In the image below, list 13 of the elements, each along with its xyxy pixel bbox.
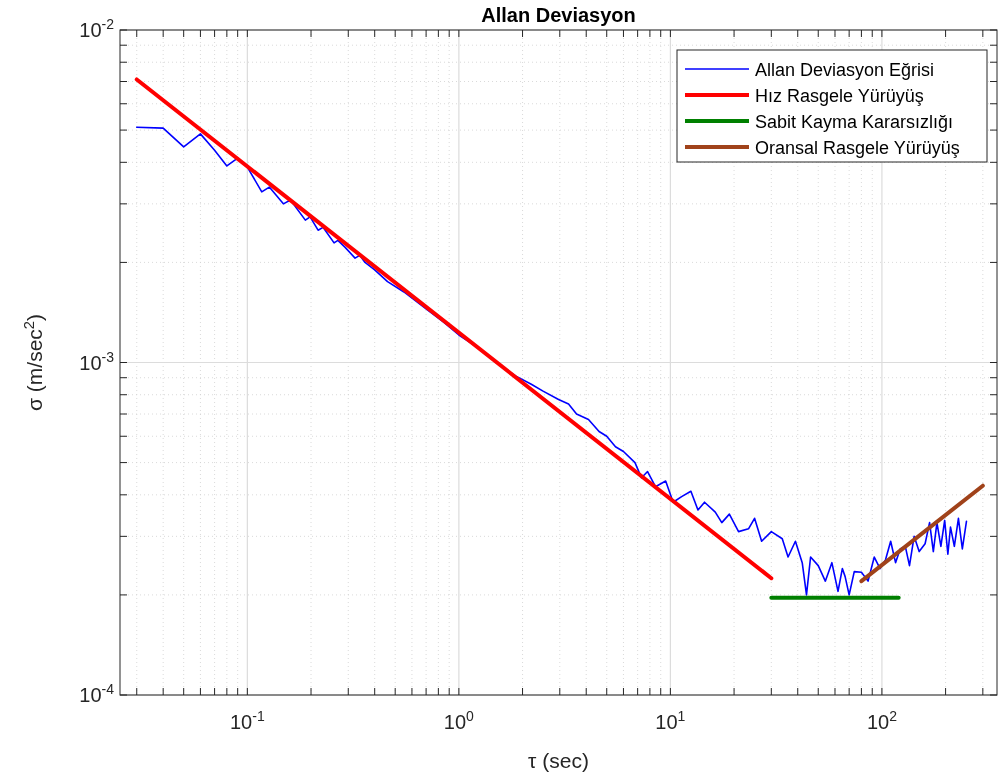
x-tick-label: 10$^{0}$ [443, 708, 475, 733]
y-tick-label: 10$^{-4}$ [79, 681, 115, 706]
y-tick-label: 10$^{-3}$ [79, 348, 115, 374]
x-tick-label: 10$^{2}$ [866, 708, 898, 733]
legend-label: Sabit Kayma Kararsızlığı [755, 112, 954, 132]
x-axis-title: τ (sec) [528, 749, 589, 772]
chart-title: Allan Deviasyon [481, 4, 636, 26]
x-tick-label: 10$^{1}$ [655, 708, 686, 733]
y-tick-label: 10$^{-2}$ [79, 16, 115, 41]
legend-label: Hız Rasgele Yürüyüş [755, 86, 924, 106]
legend-label: Oransal Rasgele Yürüyüş [755, 138, 960, 158]
legend-label: Allan Deviasyon Eğrisi [755, 60, 935, 80]
x-tick-label: 10$^{-1}$ [230, 708, 265, 733]
